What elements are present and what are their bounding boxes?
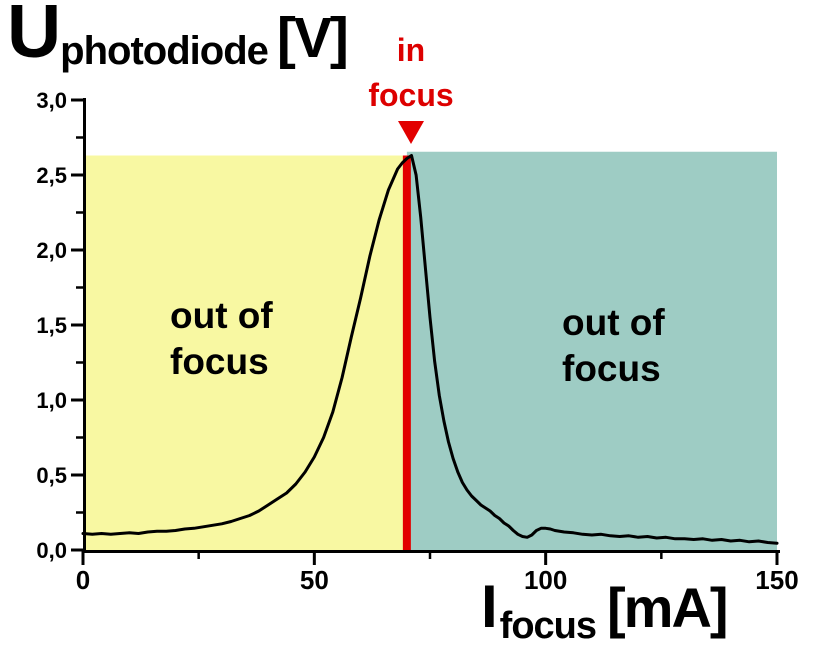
x-tick-label: 150 (755, 565, 798, 595)
y-axis-title-unit: [V] (276, 6, 349, 70)
y-tick-label: 1,0 (36, 388, 67, 413)
y-tick-label: 3,0 (36, 88, 67, 113)
y-tick-label: 0,0 (36, 538, 67, 563)
signal-curve (81, 154, 779, 545)
region-right-out-of-focus (406, 151, 777, 550)
y-axis-title-subscript: photodiode (60, 29, 269, 73)
out-of-focus-left-line1: out of (170, 295, 273, 336)
y-tick-label: 2,0 (36, 238, 67, 263)
in-focus-arrow-icon (398, 121, 424, 144)
out-of-focus-left-line2: focus (170, 341, 269, 382)
x-axis-title-unit: [mA] (607, 576, 729, 639)
out-of-focus-label-right: out of focus (562, 300, 665, 392)
in-focus-label: in focus (340, 28, 482, 118)
x-axis-title-subscript: focus (499, 605, 597, 647)
out-of-focus-label-left: out of focus (170, 293, 273, 385)
x-tick-label: 0 (76, 565, 90, 595)
x-axis-title-symbol: I (481, 573, 498, 640)
out-of-focus-right-line2: focus (562, 348, 661, 389)
y-tick-label: 1,5 (36, 313, 67, 338)
region-left-out-of-focus (83, 155, 407, 550)
x-tick-label: 100 (524, 565, 567, 595)
y-tick-label: 2,5 (36, 163, 67, 188)
x-tick-label: 50 (300, 565, 329, 595)
in-focus-label-line1: in (396, 32, 426, 68)
y-tick-label: 0,5 (36, 463, 67, 488)
in-focus-label-line2: focus (368, 77, 454, 113)
out-of-focus-right-line1: out of (562, 302, 665, 343)
y-axis-title-symbol: U (7, 0, 61, 73)
